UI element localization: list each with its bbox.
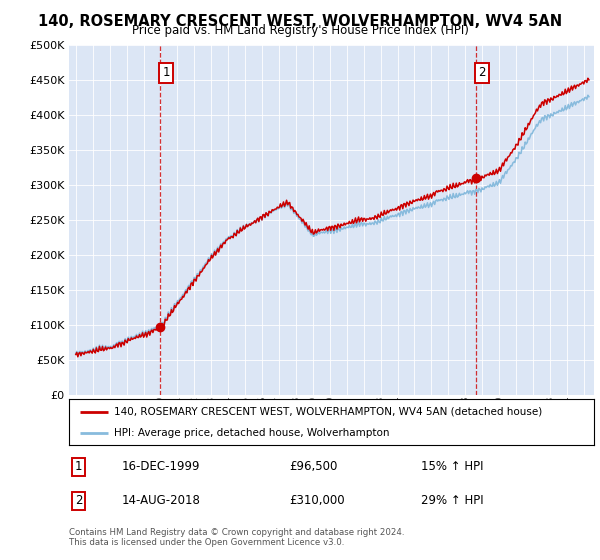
Text: Price paid vs. HM Land Registry's House Price Index (HPI): Price paid vs. HM Land Registry's House … [131,24,469,37]
Text: 1: 1 [75,460,82,473]
Text: 15% ↑ HPI: 15% ↑ HPI [421,460,483,473]
Text: Contains HM Land Registry data © Crown copyright and database right 2024.
This d: Contains HM Land Registry data © Crown c… [69,528,404,547]
Text: £310,000: £310,000 [290,494,345,507]
Text: 2: 2 [75,494,82,507]
Text: HPI: Average price, detached house, Wolverhampton: HPI: Average price, detached house, Wolv… [113,428,389,438]
Text: 2: 2 [478,66,486,80]
Text: £96,500: £96,500 [290,460,338,473]
Text: 14-AUG-2018: 14-AUG-2018 [121,494,200,507]
Text: 16-DEC-1999: 16-DEC-1999 [121,460,200,473]
Text: 1: 1 [163,66,170,80]
Text: 29% ↑ HPI: 29% ↑ HPI [421,494,484,507]
Text: 140, ROSEMARY CRESCENT WEST, WOLVERHAMPTON, WV4 5AN (detached house): 140, ROSEMARY CRESCENT WEST, WOLVERHAMPT… [113,407,542,417]
Text: 140, ROSEMARY CRESCENT WEST, WOLVERHAMPTON, WV4 5AN: 140, ROSEMARY CRESCENT WEST, WOLVERHAMPT… [38,14,562,29]
